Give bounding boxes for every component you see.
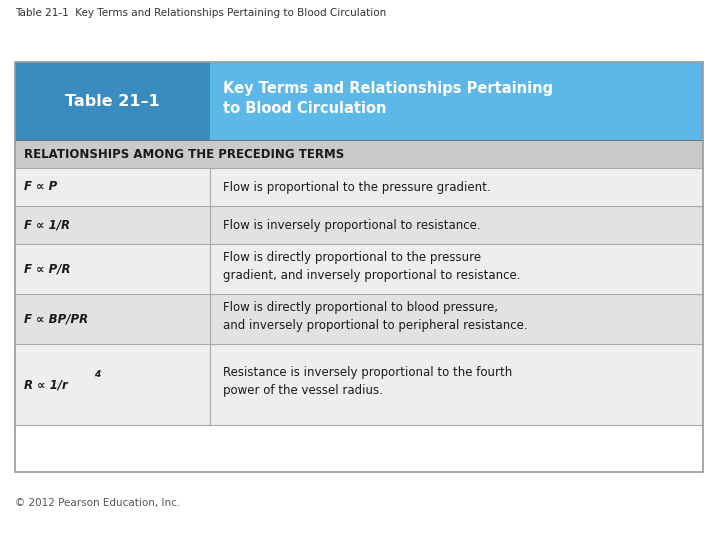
Text: Resistance is inversely proportional to the fourth
power of the vessel radius.: Resistance is inversely proportional to … xyxy=(223,366,512,397)
Bar xyxy=(15,140,703,168)
Bar xyxy=(15,294,703,344)
Text: Key Terms and Relationships Pertaining
to Blood Circulation: Key Terms and Relationships Pertaining t… xyxy=(223,80,553,116)
Bar xyxy=(210,62,703,140)
Text: F ∝ BP/PR: F ∝ BP/PR xyxy=(24,313,89,326)
Bar xyxy=(15,244,703,294)
Bar xyxy=(15,62,210,140)
Bar xyxy=(15,168,703,206)
Text: Table 21-1  Key Terms and Relationships Pertaining to Blood Circulation: Table 21-1 Key Terms and Relationships P… xyxy=(15,8,386,18)
Text: Flow is directly proportional to the pressure
gradient, and inversely proportion: Flow is directly proportional to the pre… xyxy=(223,251,521,282)
Bar xyxy=(15,206,703,244)
Text: F ∝ 1/R: F ∝ 1/R xyxy=(24,219,71,232)
Bar xyxy=(15,344,703,425)
Text: Flow is directly proportional to blood pressure,
and inversely proportional to p: Flow is directly proportional to blood p… xyxy=(223,301,528,332)
Text: Flow is proportional to the pressure gradient.: Flow is proportional to the pressure gra… xyxy=(223,180,490,193)
Text: 4: 4 xyxy=(94,370,101,379)
Text: RELATIONSHIPS AMONG THE PRECEDING TERMS: RELATIONSHIPS AMONG THE PRECEDING TERMS xyxy=(24,147,344,160)
Text: F ∝ P: F ∝ P xyxy=(24,180,58,193)
Text: Table 21–1: Table 21–1 xyxy=(66,93,160,109)
Text: F ∝ P/R: F ∝ P/R xyxy=(24,262,71,275)
Text: Flow is inversely proportional to resistance.: Flow is inversely proportional to resist… xyxy=(223,219,480,232)
Bar xyxy=(15,62,703,472)
Text: R ∝ 1/r: R ∝ 1/r xyxy=(24,378,68,391)
Text: © 2012 Pearson Education, Inc.: © 2012 Pearson Education, Inc. xyxy=(15,498,180,508)
